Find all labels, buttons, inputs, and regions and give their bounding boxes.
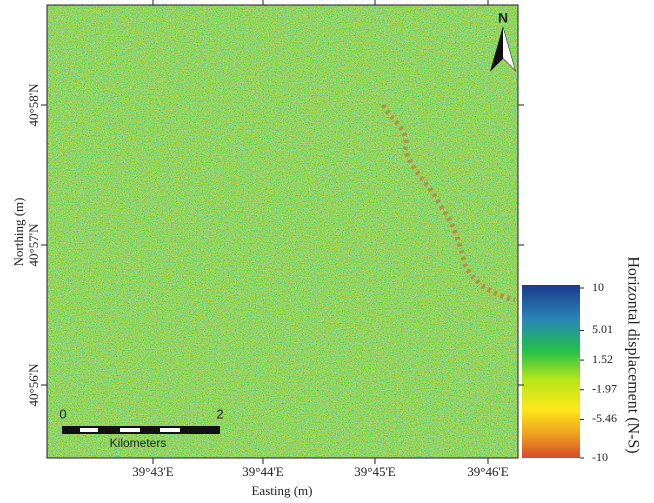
displacement-field: [47, 5, 518, 458]
scale-bar-segment: [160, 428, 180, 432]
frame-border: [46, 4, 519, 459]
x-tick-label: 39°46'E: [467, 464, 509, 479]
scale-bar-segment: [120, 428, 140, 432]
colorbar-tick-label: -10: [592, 450, 608, 464]
scale-unit: Kilometers: [110, 436, 167, 450]
y-tick-label: 40°57'N: [26, 223, 41, 267]
north-arrow: N: [489, 10, 517, 72]
scale-bar-segment: [80, 428, 98, 432]
x-tick-label: 39°45'E: [354, 464, 396, 479]
scale-bar-body: [62, 426, 220, 434]
north-label: N: [498, 10, 508, 26]
colorbar-tick-label: 1.52: [592, 352, 613, 366]
colorbar: [522, 285, 580, 458]
north-arrow-half: [503, 28, 515, 70]
colorbar-title: Horizontal displacement (N-S): [624, 256, 641, 453]
scale-bar: 0 2 Kilometers: [59, 406, 223, 450]
scale-start: 0: [59, 406, 66, 421]
colorbar-tick-label: -1.97: [592, 381, 617, 395]
y-axis-label: Northing (m): [11, 198, 26, 267]
x-tick-label: 39°44'E: [242, 464, 284, 479]
y-tick-label: 40°58'N: [26, 83, 41, 127]
scale-end: 2: [216, 406, 223, 421]
map-frame: [46, 4, 519, 459]
y-tick-label: 40°56'N: [26, 363, 41, 407]
colorbar-tick-label: -5.46: [592, 411, 617, 425]
x-axis-label: Easting (m): [251, 483, 312, 498]
colorbar-tick-label: 5.01: [592, 322, 613, 336]
x-tick-label: 39°43'E: [132, 464, 174, 479]
colorbar-tick-label: 10: [592, 280, 604, 294]
fault-trace: [380, 103, 516, 303]
